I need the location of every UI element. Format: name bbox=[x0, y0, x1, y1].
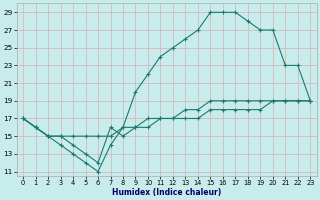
X-axis label: Humidex (Indice chaleur): Humidex (Indice chaleur) bbox=[112, 188, 221, 197]
